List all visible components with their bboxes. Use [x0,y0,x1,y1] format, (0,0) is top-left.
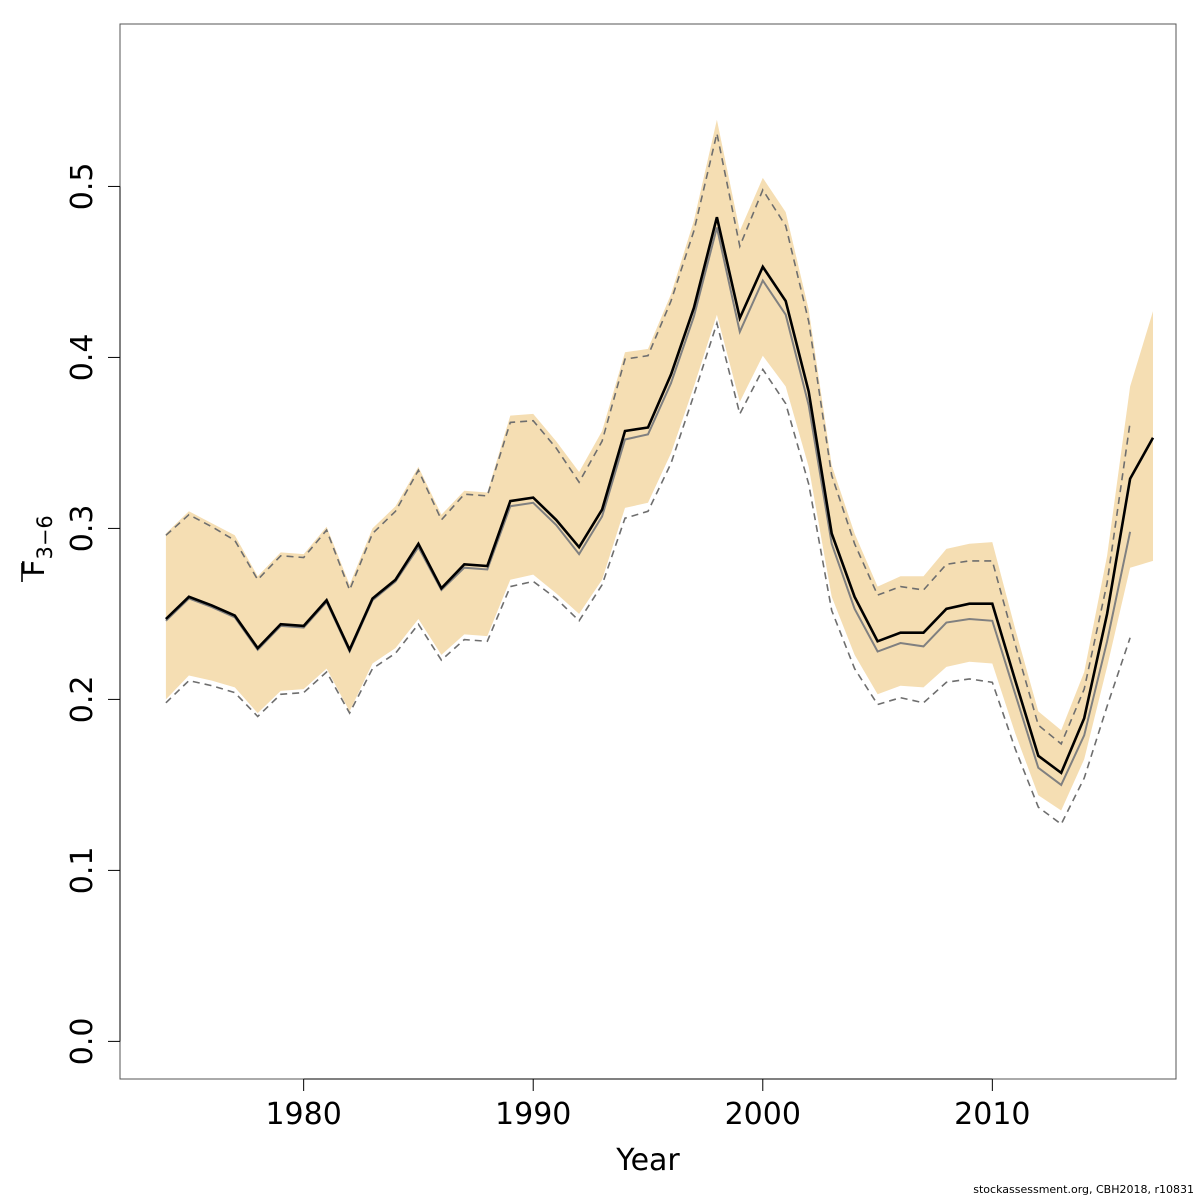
x-tick-label-2000: 2000 [725,1097,801,1132]
y-tick-label-0.3: 0.3 [65,505,100,553]
source-footer: stockassessment.org, CBH2018, r10831 [973,1183,1194,1196]
y-tick-label-0.1: 0.1 [65,847,100,895]
y-tick-label-0.0: 0.0 [65,1018,100,1066]
x-tick-label-2010: 2010 [954,1097,1030,1132]
x-tick-label-1980: 1980 [265,1097,341,1132]
svg-text:F3−6: F3−6 [17,515,57,577]
y-axis-title-subscript: 3−6 [33,515,57,559]
series-line-layer [164,133,1155,826]
previous-estimate-line [165,227,1132,787]
x-tick-label-1990: 1990 [495,1097,571,1132]
y-tick-label-0.2: 0.2 [65,676,100,724]
confidence-band-layer [165,119,1153,811]
confidence-band [165,119,1153,811]
previous-lower-line [165,320,1131,826]
axis-layer: 1980 1990 2000 2010 0.0 0.1 0.2 0.3 0.4 0.5 [65,163,1031,1132]
estimate-line [164,216,1155,775]
y-axis-title: F3−6 [17,515,57,582]
plot-frame [119,23,1177,1080]
y-tick-label-0.4: 0.4 [65,334,100,382]
previous-upper-line [165,133,1131,746]
y-axis-title-main: F [17,560,52,577]
y-tick-label-0.5: 0.5 [65,163,100,211]
x-axis-title: Year [615,1143,680,1178]
